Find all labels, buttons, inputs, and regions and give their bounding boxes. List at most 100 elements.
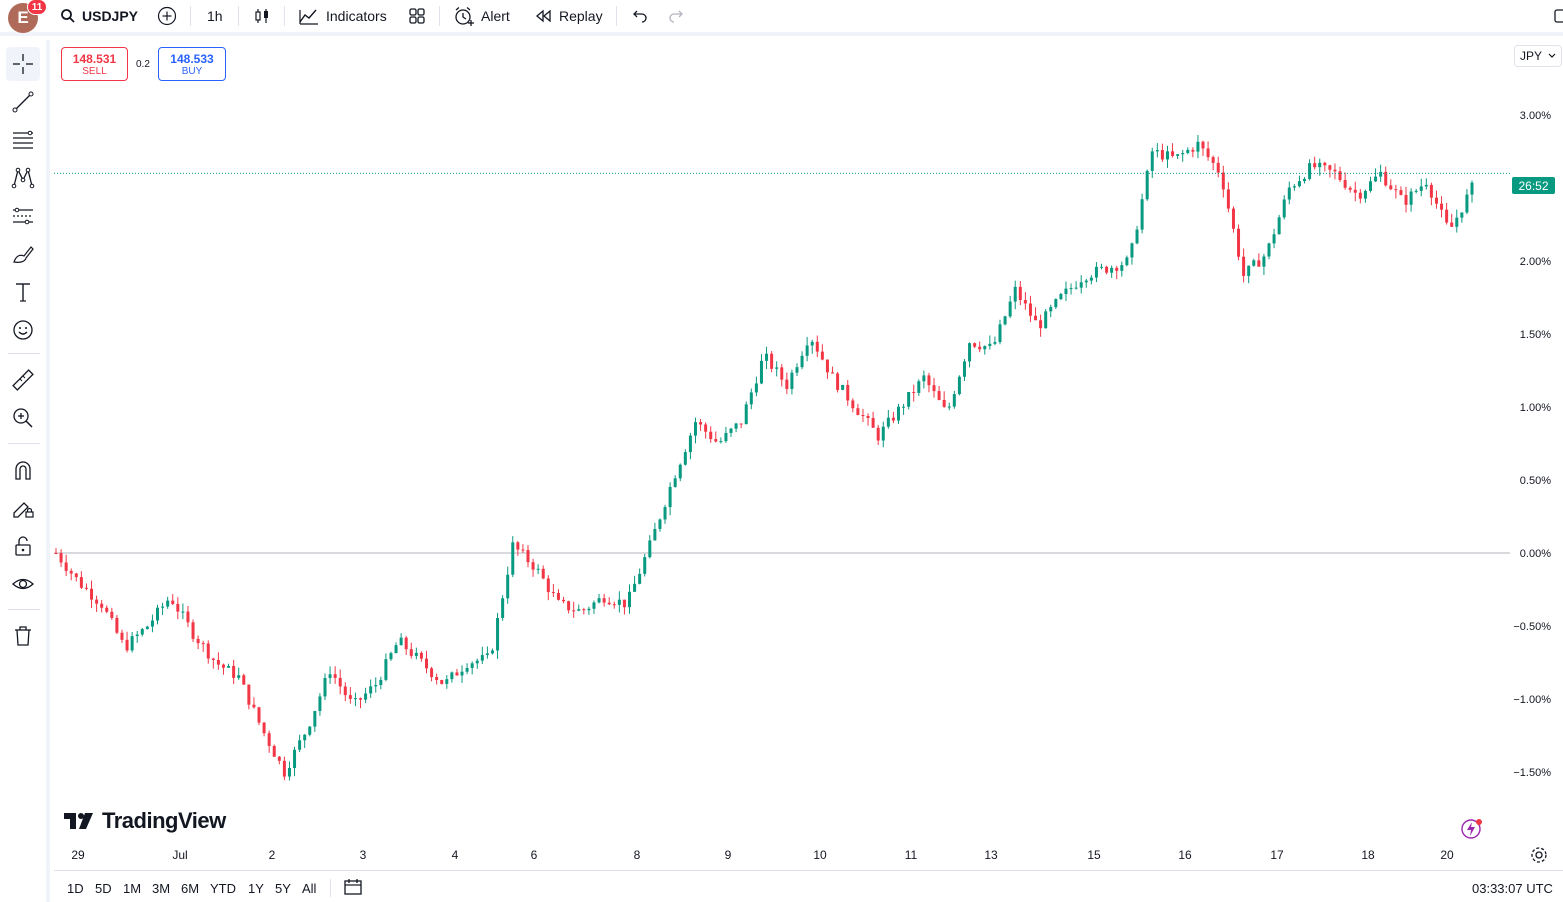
redo-icon xyxy=(669,10,683,23)
redo-button[interactable] xyxy=(668,0,686,32)
measure-tool[interactable] xyxy=(6,363,40,397)
candle-body xyxy=(1059,293,1063,300)
clock-time[interactable]: 03:33:07 UTC xyxy=(1472,881,1553,896)
candle-body xyxy=(658,519,662,529)
buy-button[interactable]: 148.533 BUY xyxy=(158,47,226,81)
range-1m[interactable]: 1M xyxy=(123,881,142,896)
candle-body xyxy=(1206,148,1210,158)
layout-button[interactable] xyxy=(408,0,426,32)
candle-body xyxy=(922,375,926,382)
candle-body xyxy=(1211,157,1215,163)
y-tick-label: 2.00% xyxy=(1520,256,1551,268)
candle-body xyxy=(252,704,256,708)
sell-price: 148.531 xyxy=(72,51,117,66)
candle-body xyxy=(379,679,383,686)
y-tick-label: 3.00% xyxy=(1520,110,1551,122)
candle-body xyxy=(1267,243,1271,257)
remove-drawings-tool[interactable] xyxy=(6,619,40,653)
candle-body xyxy=(181,611,185,613)
x-tick-label: 10 xyxy=(813,848,827,862)
candle-body xyxy=(831,372,835,374)
range-1y[interactable]: 1Y xyxy=(248,881,264,896)
candle-body xyxy=(1434,197,1438,204)
fib-tool[interactable] xyxy=(6,123,40,157)
candle-body xyxy=(1084,280,1088,283)
candle-body xyxy=(1105,266,1109,273)
range-5d[interactable]: 5D xyxy=(95,881,112,896)
candle-body xyxy=(277,756,281,761)
candle-body xyxy=(496,618,500,651)
range-5y[interactable]: 5Y xyxy=(275,881,291,896)
range-6m[interactable]: 6M xyxy=(181,881,200,896)
candle-body xyxy=(1394,189,1398,191)
candle-body xyxy=(1242,256,1246,276)
magnet-tool[interactable] xyxy=(6,453,40,487)
settings-button[interactable] xyxy=(1530,846,1548,869)
candle-body xyxy=(191,622,195,639)
brush-tool[interactable] xyxy=(6,237,40,271)
range-1d[interactable]: 1D xyxy=(67,881,84,896)
flash-button[interactable] xyxy=(1460,817,1484,844)
candle-body xyxy=(805,345,809,356)
candle-body xyxy=(902,406,906,408)
candle-body xyxy=(957,376,961,395)
candle-body xyxy=(1323,162,1327,166)
zoom-tool[interactable] xyxy=(6,401,40,435)
candle-body xyxy=(668,486,672,508)
interval-button[interactable]: 1h xyxy=(207,0,223,32)
tradingview-logo[interactable]: TradingView xyxy=(64,808,226,834)
spread-value: 0.2 xyxy=(136,59,150,70)
emoji-tool[interactable] xyxy=(6,313,40,347)
interval-label: 1h xyxy=(207,8,223,24)
lock-all-tool[interactable] xyxy=(6,529,40,563)
candle-body xyxy=(313,711,317,727)
chart-type-button[interactable] xyxy=(253,0,271,32)
lock-drawings-tool[interactable] xyxy=(6,491,40,525)
candle-body xyxy=(176,603,180,612)
candle-body xyxy=(587,608,591,611)
candle-body xyxy=(475,660,479,664)
visibility-tool[interactable] xyxy=(6,567,40,601)
pattern-tool[interactable] xyxy=(6,161,40,195)
goto-date-button[interactable] xyxy=(343,878,363,901)
candle-body xyxy=(435,677,439,681)
compare-symbol-button[interactable] xyxy=(157,0,177,32)
x-tick-label: Jul xyxy=(172,848,187,862)
candle-body xyxy=(927,375,931,386)
trend-line-tool[interactable] xyxy=(6,85,40,119)
brush-icon xyxy=(13,246,34,263)
replay-label: Replay xyxy=(559,8,603,24)
fullscreen-button[interactable] xyxy=(1553,0,1563,32)
undo-button[interactable] xyxy=(630,0,648,32)
candle-body xyxy=(1186,149,1190,154)
toolbar-divider xyxy=(616,6,617,26)
currency-selector[interactable]: JPY xyxy=(1514,45,1562,67)
range-all[interactable]: All xyxy=(302,881,317,896)
alert-button[interactable]: Alert xyxy=(453,0,510,32)
text-tool[interactable] xyxy=(6,275,40,309)
candle-body xyxy=(780,367,784,380)
candle-body xyxy=(1257,260,1261,267)
candle-body xyxy=(1140,199,1144,230)
candle-body xyxy=(582,609,586,611)
candle-body xyxy=(836,373,840,390)
range-ytd[interactable]: YTD xyxy=(210,881,236,896)
range-3m[interactable]: 3M xyxy=(152,881,171,896)
price-chart[interactable]: 3.00% 2.00% 1.50% 1.00% 0.50% 0.00% −0.50% −1.0… xyxy=(54,40,1563,870)
crosshair-tool[interactable] xyxy=(6,47,40,81)
candle-body xyxy=(161,606,165,608)
candle-body xyxy=(881,426,885,441)
replay-button[interactable]: Replay xyxy=(535,0,603,32)
candle-body xyxy=(536,568,540,570)
sell-button[interactable]: 148.531 SELL xyxy=(61,47,128,81)
candle-body xyxy=(1272,234,1276,244)
candle-body xyxy=(186,611,190,623)
indicators-button[interactable]: Indicators xyxy=(298,0,387,32)
lightning-icon xyxy=(1461,819,1482,839)
candle-body xyxy=(206,643,210,659)
candle-body xyxy=(993,342,997,344)
symbol-search[interactable]: USDJPY xyxy=(60,0,138,32)
forecast-tool[interactable] xyxy=(6,199,40,233)
candle-body xyxy=(866,415,870,418)
candle-body xyxy=(1429,184,1433,198)
